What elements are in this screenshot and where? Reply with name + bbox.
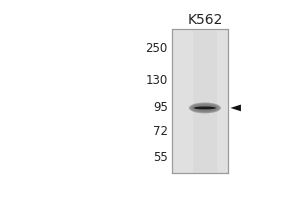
Bar (193, 91, 217, 94)
Bar (193, 70, 217, 72)
Text: 72: 72 (153, 125, 168, 138)
Bar (193, 84, 217, 87)
Bar (172, 29, 228, 173)
Bar (193, 132, 217, 135)
Bar (193, 33, 217, 36)
Bar (193, 99, 217, 101)
Bar (193, 79, 217, 82)
Bar (193, 82, 217, 84)
Bar (193, 154, 217, 156)
Bar (193, 50, 217, 53)
Bar (193, 140, 217, 142)
Bar (193, 169, 217, 171)
Bar (193, 41, 217, 43)
Bar (193, 144, 217, 147)
Bar (193, 101, 217, 103)
Bar (193, 156, 217, 159)
Bar (193, 159, 217, 161)
Bar (193, 89, 217, 91)
Text: 130: 130 (146, 74, 168, 87)
Bar (193, 106, 217, 108)
Bar (193, 149, 217, 152)
Bar (193, 164, 217, 166)
Bar (193, 77, 217, 79)
Ellipse shape (192, 104, 218, 111)
Bar (193, 72, 217, 74)
Bar (193, 31, 217, 33)
Bar (193, 128, 217, 130)
Bar (193, 43, 217, 46)
Bar (193, 65, 217, 67)
Ellipse shape (190, 103, 219, 112)
Bar (193, 125, 217, 128)
Ellipse shape (194, 106, 216, 109)
Bar (193, 46, 217, 48)
Text: 250: 250 (146, 42, 168, 55)
Bar (193, 171, 217, 173)
Text: K562: K562 (187, 13, 223, 27)
Bar (193, 123, 217, 125)
Bar (193, 38, 217, 41)
Bar (193, 94, 217, 96)
Bar (193, 137, 217, 140)
Bar (193, 130, 217, 132)
Bar (193, 115, 217, 118)
Bar (193, 48, 217, 50)
Bar (193, 161, 217, 164)
Text: 55: 55 (153, 151, 168, 164)
Ellipse shape (189, 103, 221, 113)
Bar (193, 118, 217, 120)
Bar (193, 166, 217, 169)
Bar (193, 108, 217, 111)
Bar (193, 113, 217, 115)
Bar (193, 53, 217, 55)
Bar (193, 103, 217, 106)
Bar (193, 152, 217, 154)
Bar (193, 29, 217, 31)
Bar (193, 135, 217, 137)
Text: 95: 95 (153, 101, 168, 114)
Bar (193, 111, 217, 113)
Bar (193, 58, 217, 60)
Bar (193, 36, 217, 38)
Bar (193, 74, 217, 77)
Bar (193, 55, 217, 58)
Bar (193, 67, 217, 70)
Bar (193, 62, 217, 65)
Bar (193, 142, 217, 144)
Bar (193, 147, 217, 149)
Bar (193, 96, 217, 99)
Polygon shape (230, 105, 241, 111)
Bar (193, 60, 217, 62)
Bar (193, 87, 217, 89)
Bar (193, 29, 217, 173)
Bar (193, 120, 217, 123)
